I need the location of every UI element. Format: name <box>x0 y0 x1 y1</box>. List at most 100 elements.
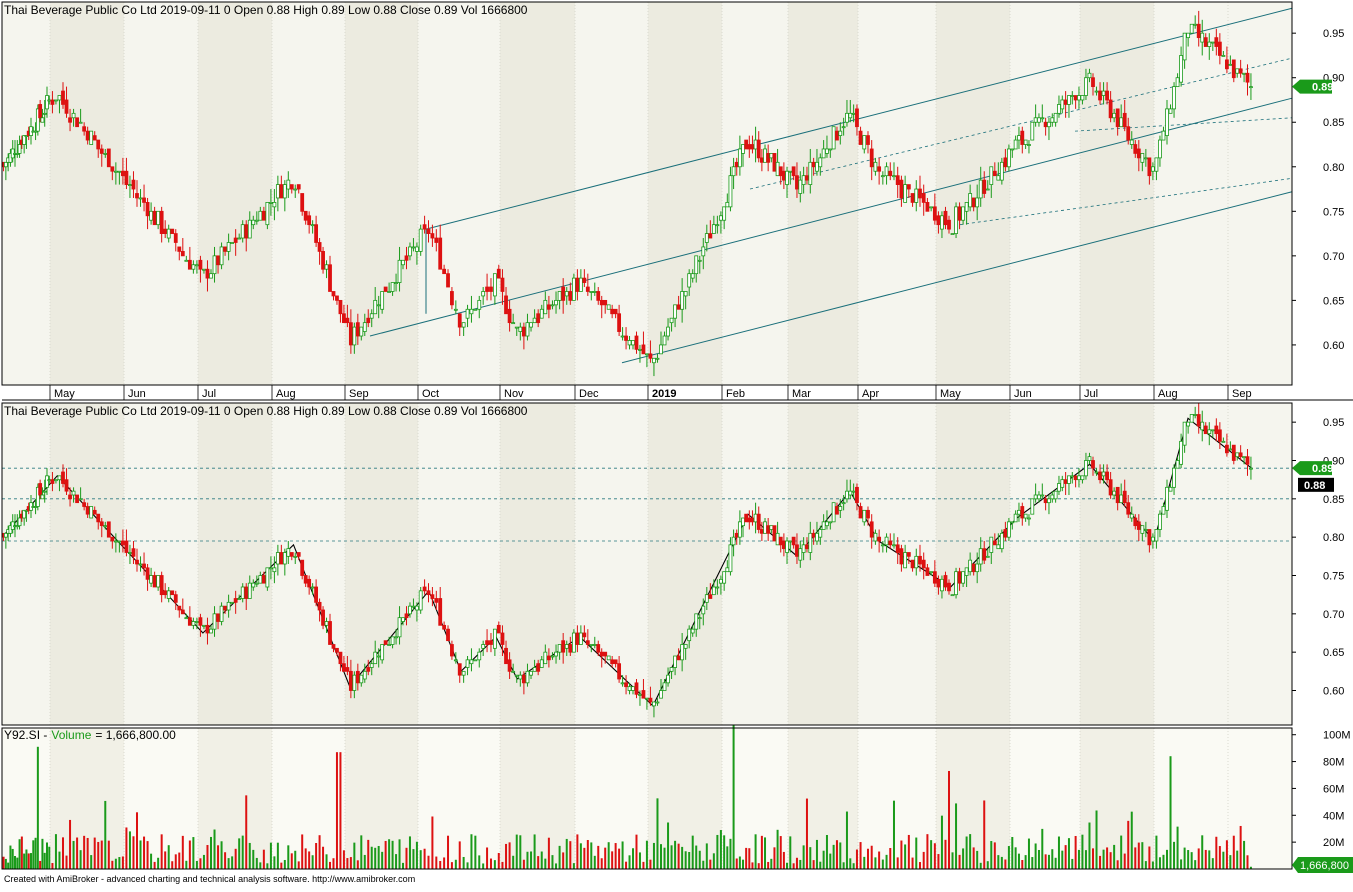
volume-bar <box>346 858 349 869</box>
middle-candle <box>195 617 199 630</box>
volume-bar <box>849 858 852 869</box>
top-candle <box>728 166 733 212</box>
middle-price-axis-tick-label: 0.80 <box>1323 532 1344 544</box>
top-candle <box>1182 32 1187 69</box>
volume-bar <box>600 858 603 869</box>
sub-channel-lower-line <box>959 177 1293 226</box>
volume-bar <box>2 856 5 869</box>
middle-candle <box>1105 464 1109 484</box>
volume-bar <box>618 848 621 869</box>
sub-channel-upper-line <box>749 57 1293 190</box>
middle-candle <box>138 556 143 572</box>
volume-bar <box>745 847 748 869</box>
volume-bar <box>1024 855 1027 869</box>
volume-bar <box>1158 857 1161 869</box>
volume-bar <box>1130 811 1133 869</box>
top-candle <box>359 326 364 341</box>
middle-candle <box>1189 414 1194 423</box>
top-candle <box>968 184 973 212</box>
top-candle <box>247 211 252 239</box>
volume-bar <box>1187 850 1190 869</box>
top-candle <box>258 206 263 221</box>
volume-bar <box>181 835 184 869</box>
top-candle <box>61 82 65 109</box>
volume-bar <box>809 847 812 869</box>
top-price-axis-tick-label: 0.70 <box>1323 251 1344 263</box>
top-candle <box>525 313 530 341</box>
top-candle <box>191 260 196 274</box>
middle-candle <box>352 671 357 699</box>
middle-candle <box>855 483 859 511</box>
middle-candle <box>446 625 450 642</box>
volume-bar <box>1239 825 1242 869</box>
volume-bar <box>234 848 237 869</box>
middle-candle <box>862 509 867 526</box>
middle-candle <box>989 536 994 564</box>
x-axis-month-label: Jun <box>128 388 146 400</box>
middle-candle <box>954 567 958 599</box>
top-candle <box>438 224 443 270</box>
middle-candle <box>324 617 329 633</box>
price-candles-middle <box>1 403 1253 718</box>
top-candle <box>335 295 339 305</box>
top-candle <box>1133 140 1138 158</box>
middle-candle <box>1077 468 1081 488</box>
middle-candle <box>1249 456 1253 480</box>
volume-bar <box>522 859 525 869</box>
middle-candle <box>415 602 419 622</box>
middle-price-axis-tick-label: 0.60 <box>1323 686 1344 698</box>
top-candle <box>683 291 688 310</box>
volume-bar <box>1208 850 1211 869</box>
volume-bar <box>558 845 561 869</box>
middle-candle <box>557 644 562 660</box>
middle-candle <box>858 502 863 519</box>
middle-candle <box>180 598 185 615</box>
top-candle <box>617 304 622 337</box>
volume-bar <box>670 845 673 869</box>
middle-candle <box>662 679 667 691</box>
volume-bar <box>742 859 745 869</box>
volume-bar <box>937 854 940 869</box>
middle-candle <box>906 552 911 564</box>
middle-candle <box>971 563 976 576</box>
top-candle <box>121 157 125 185</box>
volume-bar <box>402 862 405 869</box>
top-candle <box>265 202 270 230</box>
middle-candle <box>1040 483 1045 499</box>
middle-candle <box>975 552 980 584</box>
top-candle <box>82 122 87 136</box>
volume-bar <box>1180 859 1183 869</box>
volume-bar <box>688 851 691 869</box>
volume-bar <box>829 853 832 869</box>
middle-candle <box>932 560 937 587</box>
top-candle <box>366 309 371 328</box>
volume-bar <box>825 834 828 869</box>
volume-bar <box>792 863 795 869</box>
middle-candle <box>1112 487 1117 499</box>
top-candle <box>1238 59 1243 78</box>
volume-bar <box>227 858 230 869</box>
top-candle <box>1023 139 1028 149</box>
top-candle <box>708 220 713 239</box>
middle-candle <box>166 587 171 603</box>
top-candle <box>950 233 955 235</box>
top-candle <box>507 300 512 332</box>
middle-candle <box>40 487 45 500</box>
middle-candle <box>209 625 213 634</box>
middle-candle <box>514 674 519 683</box>
middle-candle <box>996 533 1001 550</box>
volume-bar <box>1176 826 1179 869</box>
volume-bar <box>470 834 473 869</box>
middle-candle <box>282 548 287 576</box>
volume-bar <box>709 859 712 869</box>
middle-candle <box>289 552 294 561</box>
volume-bar <box>450 862 453 869</box>
middle-candle <box>910 559 915 572</box>
middle-candle <box>722 571 727 591</box>
top-candle <box>578 269 583 292</box>
top-candle <box>1231 59 1236 83</box>
volume-bar <box>738 856 741 869</box>
volume-bar <box>160 834 163 869</box>
top-candle <box>892 162 896 181</box>
